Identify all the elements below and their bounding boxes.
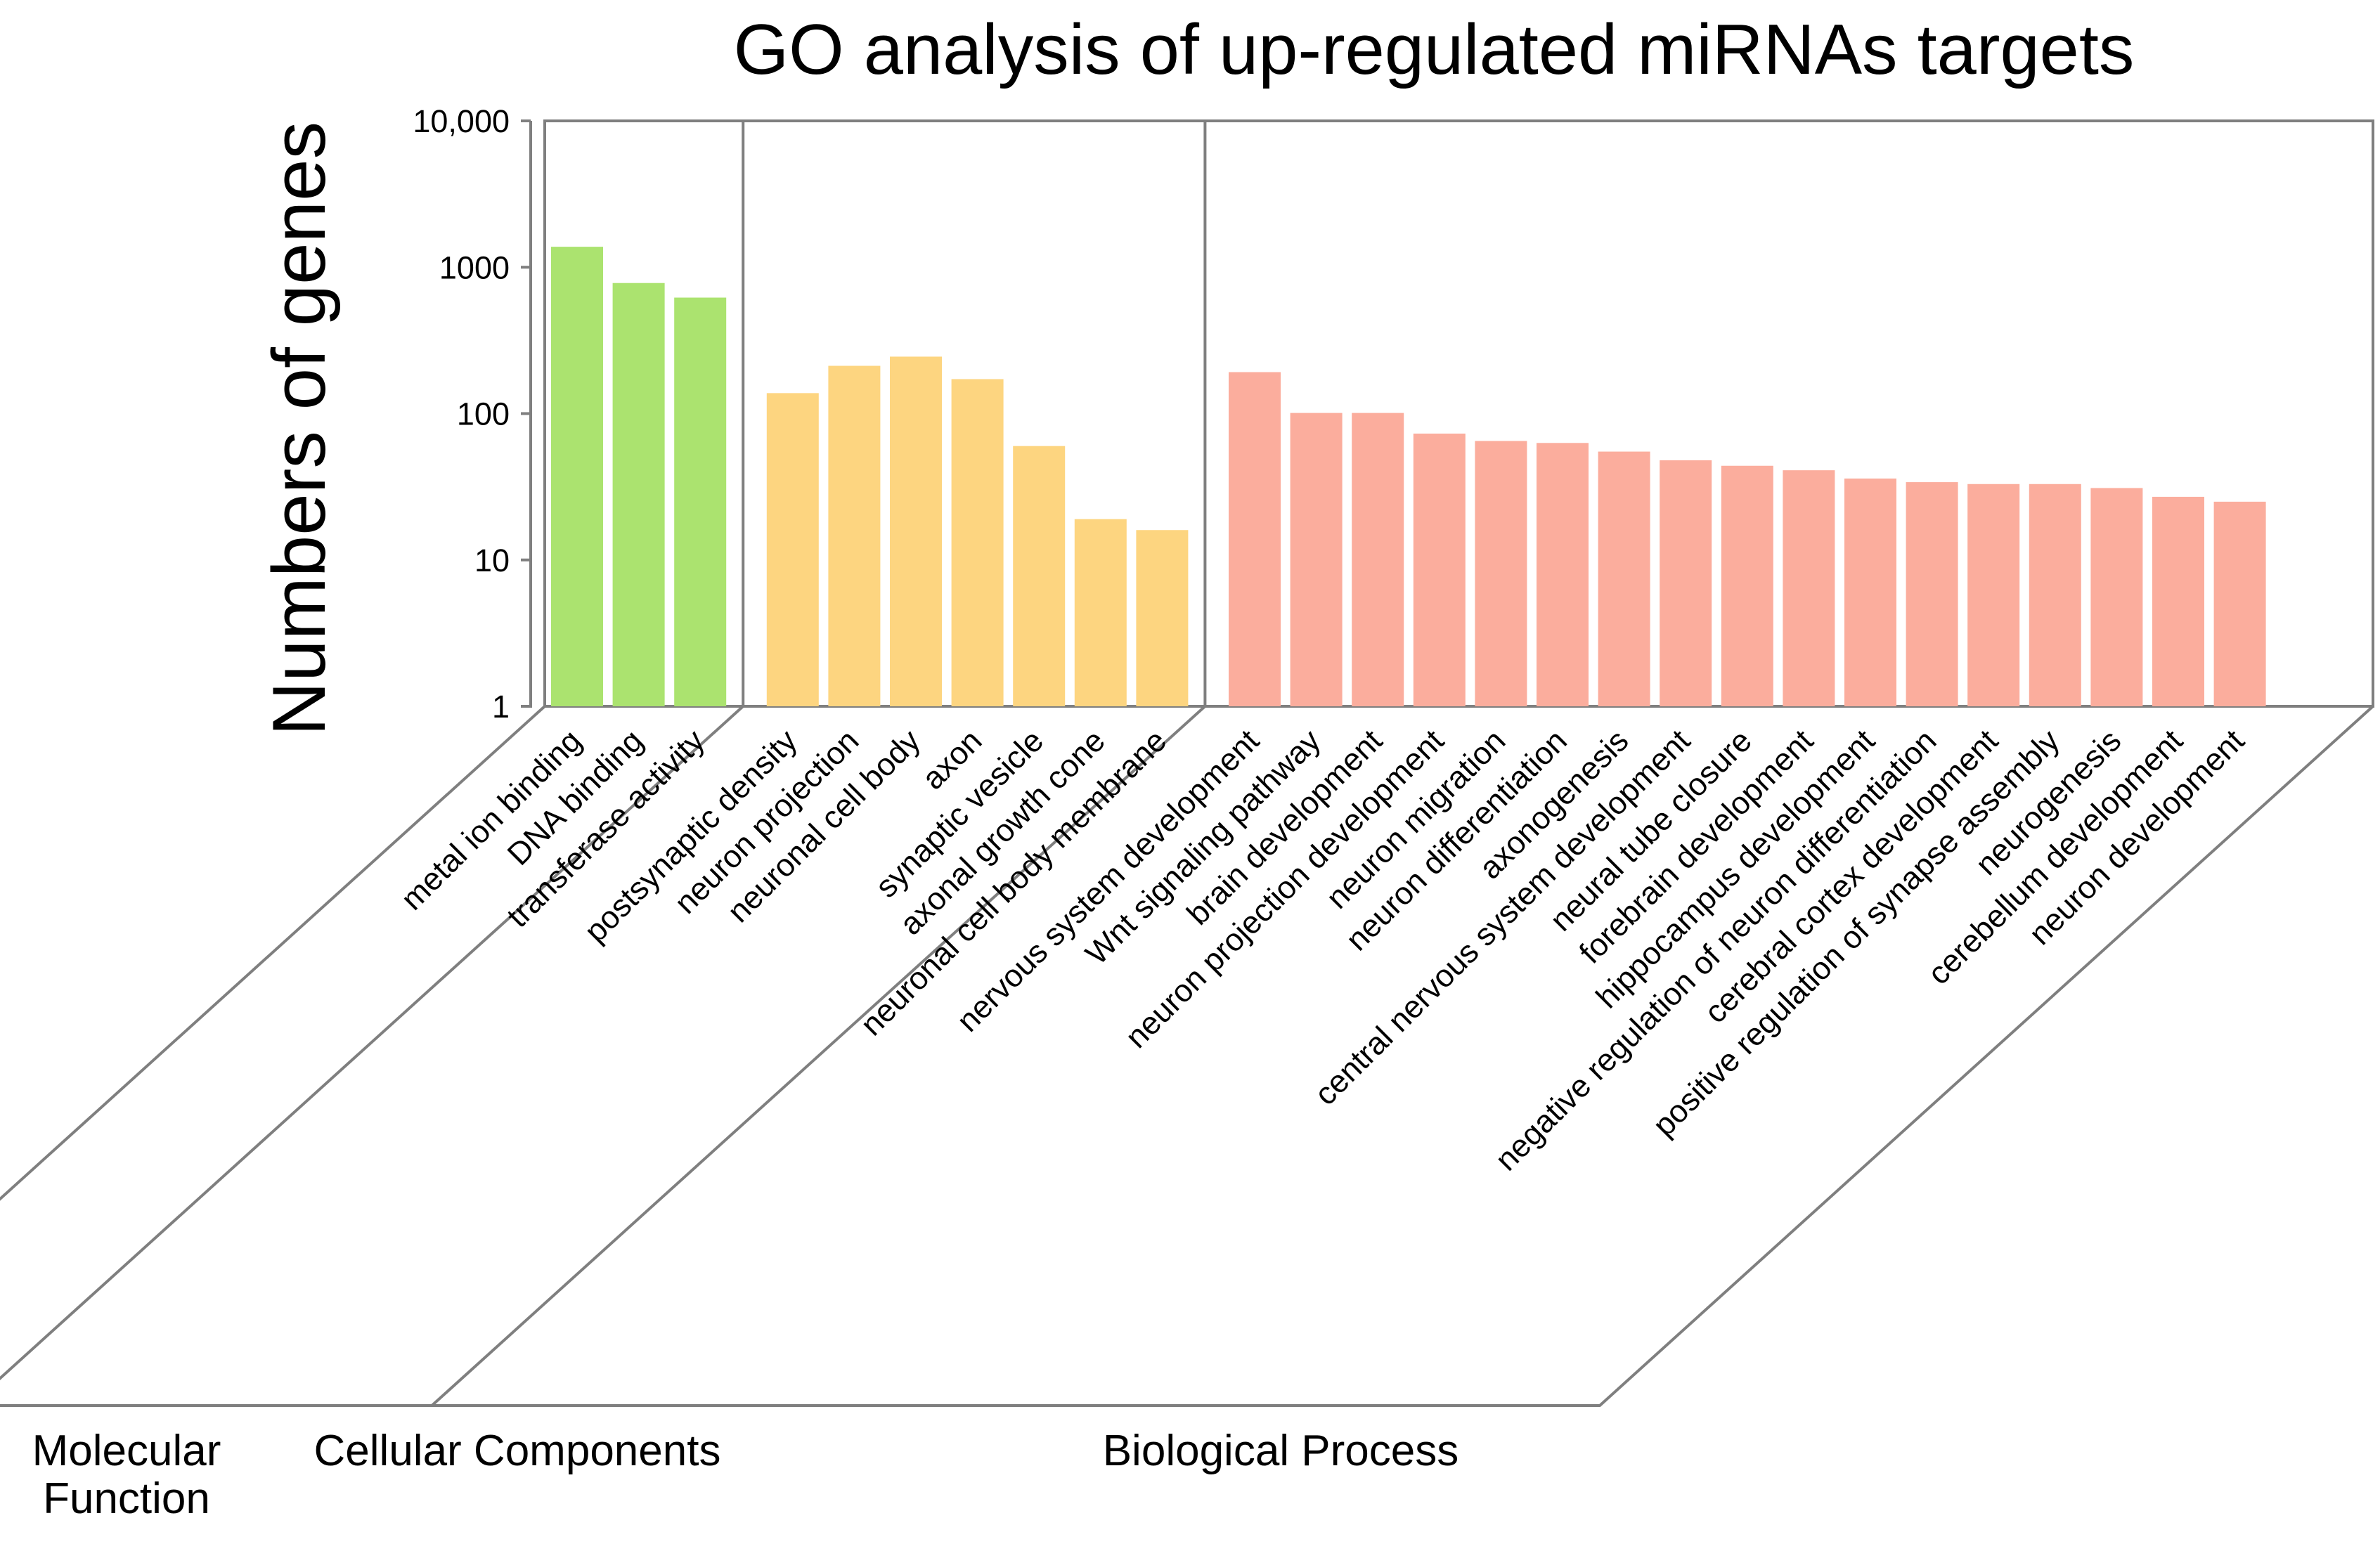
bar-synaptic-vesicle (1013, 446, 1066, 706)
bar-central-nervous-system-development (1660, 460, 1712, 706)
y-tick-label: 10 (474, 543, 510, 578)
bars (551, 247, 2266, 706)
bar-neuron-development (2213, 501, 2266, 706)
bar-positive-regulation-of-synapse-assembly (2029, 484, 2081, 706)
bar-axonogenesis (1598, 451, 1650, 706)
bar-neurogenesis (2090, 488, 2143, 706)
bar-neuron-projection-development (1413, 433, 1466, 706)
chart-title: GO analysis of up-regulated miRNAs targe… (734, 11, 2135, 89)
y-tick-label: 1 (492, 689, 510, 725)
group-separator-floor (0, 705, 744, 1380)
y-tick-label: 100 (457, 396, 510, 432)
bar-neuron-differentiation (1537, 443, 1589, 706)
bar-negative-regulation-of-neuron-differentiation (1906, 482, 1958, 706)
bar-brain-development (1352, 413, 1404, 706)
y-tick-label: 10,000 (413, 103, 510, 139)
bar-neuronal-cell-body (890, 356, 942, 706)
group-separator-floor (431, 705, 1206, 1407)
y-axis-ticks: 1 10 100 1000 10,000 (413, 103, 532, 725)
bar-nervous-system-development (1229, 372, 1281, 706)
bar-metal-ion-binding (551, 247, 603, 706)
group-label-biological-process: Biological Process (1103, 1427, 1459, 1475)
group-label-molecular-function: Function (43, 1474, 210, 1523)
bar-dna-binding (612, 283, 665, 706)
bar-axon (951, 379, 1004, 706)
group-label-cellular-components: Cellular Components (314, 1427, 721, 1475)
bar-neuron-projection (828, 365, 881, 706)
y-axis-label: Numbers of genes (257, 122, 341, 736)
group-label-molecular-function: Molecular (32, 1427, 221, 1475)
bar-forebrain-development (1783, 470, 1835, 706)
y-tick-label: 1000 (439, 249, 510, 285)
bar-wnt-signaling-pathway (1290, 413, 1343, 706)
bar-hippocampus-development (1844, 478, 1896, 706)
bar-transferase-activity (674, 297, 727, 706)
bar-cerebellum-development (2152, 496, 2204, 706)
bar-cerebral-cortex-development (1967, 484, 2020, 706)
plot-floor (0, 705, 2374, 1407)
bar-neuronal-cell-body-membrane (1136, 530, 1189, 706)
bar-axonal-growth-cone (1074, 519, 1127, 706)
bar-neuron-migration (1475, 441, 1527, 706)
bar-postsynaptic-density (766, 393, 819, 706)
bar-neural-tube-closure (1721, 465, 1773, 706)
